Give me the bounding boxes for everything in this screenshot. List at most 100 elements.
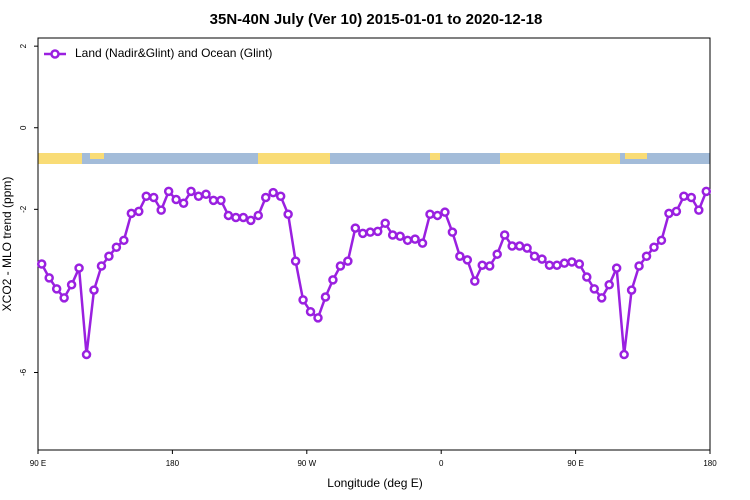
point	[305, 306, 316, 317]
point	[455, 251, 465, 261]
point	[81, 349, 92, 360]
point	[656, 235, 667, 246]
point	[619, 349, 629, 360]
point	[96, 261, 107, 271]
point	[402, 235, 413, 246]
legend-label: Land (Nadir&Glint) and Ocean (Glint)	[75, 46, 272, 60]
point	[59, 293, 69, 303]
x-tick-label: 180	[166, 459, 180, 468]
x-tick-label: 90 W	[297, 459, 316, 468]
point	[104, 251, 114, 261]
point	[679, 191, 689, 202]
point	[664, 208, 674, 219]
point	[686, 192, 697, 203]
point	[126, 208, 137, 219]
point	[589, 284, 600, 294]
point	[611, 263, 622, 273]
point	[89, 285, 99, 295]
point	[156, 205, 166, 215]
point	[649, 242, 659, 253]
point	[328, 275, 338, 285]
point	[514, 241, 525, 251]
point	[283, 209, 293, 219]
point	[44, 273, 54, 283]
point	[372, 226, 383, 237]
y-axis-label: XCO2 - MLO trend (ppm)	[0, 177, 14, 312]
point	[141, 191, 152, 202]
point	[440, 207, 450, 217]
land-ocean-strip	[38, 153, 710, 164]
point	[231, 212, 241, 223]
point	[163, 186, 174, 197]
point	[208, 195, 219, 206]
point	[387, 230, 398, 240]
point	[260, 192, 271, 203]
point	[380, 218, 390, 228]
point	[365, 227, 376, 237]
point	[537, 254, 547, 264]
point	[641, 251, 652, 261]
point	[470, 276, 480, 286]
point	[358, 228, 368, 239]
point	[417, 238, 428, 248]
point	[596, 293, 607, 303]
point	[522, 243, 532, 253]
point	[507, 241, 517, 251]
point	[425, 209, 435, 219]
point	[238, 212, 249, 223]
point	[51, 284, 62, 294]
x-tick-label: 180	[703, 459, 717, 468]
point	[462, 255, 473, 265]
point	[186, 186, 196, 197]
point	[447, 227, 458, 237]
x-tick-label: 0	[439, 459, 444, 468]
y-tick-label: -6	[19, 368, 28, 376]
point	[223, 210, 234, 221]
point	[484, 261, 495, 271]
point	[701, 186, 712, 197]
point	[193, 191, 204, 202]
point	[410, 234, 420, 244]
point	[74, 263, 84, 273]
point	[395, 231, 405, 241]
plot-frame	[37, 37, 711, 451]
point	[350, 223, 361, 233]
point	[694, 205, 704, 215]
point	[567, 257, 577, 267]
point	[268, 187, 278, 198]
point	[499, 230, 510, 240]
chart-title: 35N-40N July (Ver 10) 2015-01-01 to 2020…	[210, 11, 543, 28]
point	[171, 194, 181, 205]
point	[582, 272, 592, 282]
x-axis-label: Longitude (deg E)	[327, 476, 422, 490]
legend-marker	[50, 49, 60, 59]
series-line	[40, 189, 708, 355]
y-tick-label: -2	[19, 205, 28, 213]
point	[253, 210, 264, 221]
point	[178, 198, 189, 208]
point	[552, 260, 562, 270]
point	[320, 292, 331, 302]
point	[275, 191, 286, 202]
point	[477, 260, 488, 270]
point	[559, 258, 570, 268]
x-tick-label: 90 E	[30, 459, 46, 468]
point	[119, 235, 129, 246]
y-tick-label: 2	[19, 43, 28, 48]
point	[216, 195, 226, 206]
point	[313, 313, 323, 323]
point	[626, 285, 637, 295]
point	[298, 295, 308, 305]
point	[111, 242, 122, 253]
point	[36, 259, 47, 269]
point	[246, 215, 256, 226]
point	[529, 251, 540, 261]
point	[343, 256, 353, 266]
point	[492, 249, 502, 259]
y-tick-label: 0	[19, 125, 28, 130]
point	[335, 261, 346, 271]
point	[574, 259, 585, 269]
point	[634, 261, 644, 271]
point	[671, 206, 682, 217]
